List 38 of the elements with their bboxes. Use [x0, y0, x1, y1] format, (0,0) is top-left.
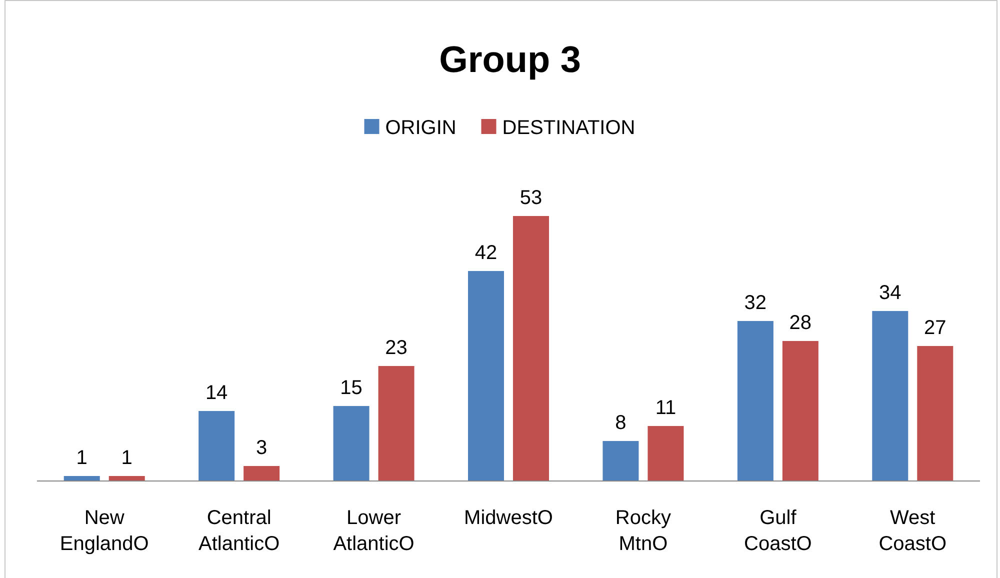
- x-tick-label: Central AtlanticO: [198, 507, 280, 555]
- legend-label: DESTINATION: [502, 117, 636, 139]
- data-label: 34: [879, 282, 902, 304]
- chart-title: Group 3: [439, 39, 581, 80]
- data-label: 42: [474, 242, 498, 264]
- bar: [513, 216, 549, 481]
- bar: [333, 406, 370, 481]
- bar: [468, 271, 504, 481]
- bar: [378, 366, 414, 481]
- bar: [737, 321, 774, 481]
- data-label: 23: [385, 337, 408, 359]
- data-label: 1: [76, 447, 88, 469]
- bar: [244, 466, 280, 481]
- bar: [198, 411, 235, 481]
- bar: [872, 311, 908, 481]
- data-label: 8: [615, 412, 626, 434]
- bar: [648, 426, 684, 481]
- bar: [917, 346, 954, 481]
- data-label: 14: [205, 382, 228, 404]
- bar: [602, 441, 639, 481]
- legend-label: ORIGIN: [385, 117, 456, 139]
- data-label: 15: [340, 377, 362, 399]
- x-tick-label: Rocky MtnO: [615, 507, 672, 555]
- bar: [782, 341, 818, 481]
- data-label: 27: [924, 317, 946, 339]
- bar: [108, 476, 145, 481]
- data-label: 3: [256, 437, 268, 459]
- x-tick-label: MidwestO: [464, 507, 553, 529]
- data-label: 1: [121, 447, 132, 469]
- data-label: 32: [744, 292, 767, 314]
- x-tick-label: Lower AtlanticO: [333, 507, 414, 555]
- x-tick-label: New EnglandO: [60, 507, 149, 555]
- data-label: 28: [789, 312, 812, 334]
- data-label: 11: [655, 397, 676, 419]
- bar: [64, 476, 100, 481]
- data-label: 53: [520, 187, 542, 209]
- x-tick-label: Gulf CoastO: [744, 507, 812, 555]
- x-tick-label: West CoastO: [878, 507, 947, 555]
